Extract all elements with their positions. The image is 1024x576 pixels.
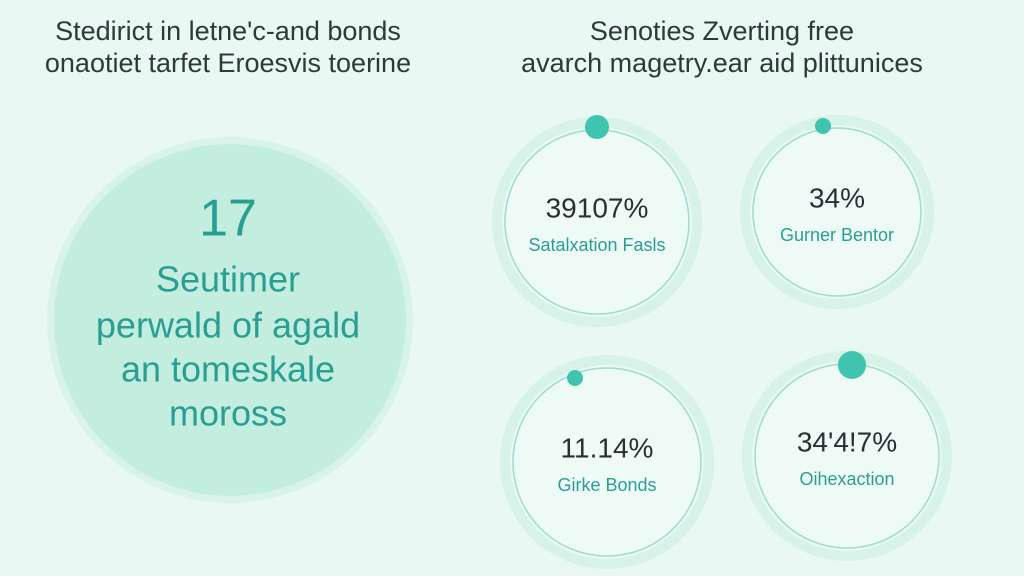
- stat-dot: [815, 118, 831, 134]
- stat-dot: [567, 370, 583, 386]
- stat-ring: [512, 367, 702, 557]
- stat-value: 39107%: [546, 192, 649, 223]
- header-left-line2: onaotiet tarfet Eroesvis toerine: [45, 48, 411, 78]
- stat-halo: [500, 355, 714, 569]
- stat-value: 34'4!7%: [797, 426, 897, 457]
- stat-label: Girke Bonds: [557, 475, 656, 495]
- feature-line: an tomeskale: [121, 349, 335, 390]
- feature-circle: [54, 144, 406, 496]
- stat-value: 34%: [809, 182, 865, 213]
- feature-line: moross: [169, 393, 287, 434]
- stat-value: 11.14%: [561, 432, 654, 463]
- feature-line: perwald of agald: [96, 305, 360, 346]
- stat-dot: [838, 351, 866, 379]
- stat-label: Oihexaction: [799, 469, 894, 489]
- stat-ring: [752, 127, 922, 297]
- header-right-line2: avarch magetry.ear aid plittunices: [521, 48, 923, 78]
- stat-label: Gurner Bentor: [780, 225, 894, 245]
- stat-dot: [585, 115, 609, 139]
- feature-number: 17: [199, 190, 257, 248]
- header-right-line1: Senoties Zverting free: [590, 16, 854, 46]
- feature-line: Seutimer: [156, 259, 300, 300]
- stat-label: Satalxation Fasls: [528, 235, 665, 255]
- header-left-line1: Stedirict in letne'c-and bonds: [55, 16, 401, 46]
- stat-halo: [740, 115, 934, 309]
